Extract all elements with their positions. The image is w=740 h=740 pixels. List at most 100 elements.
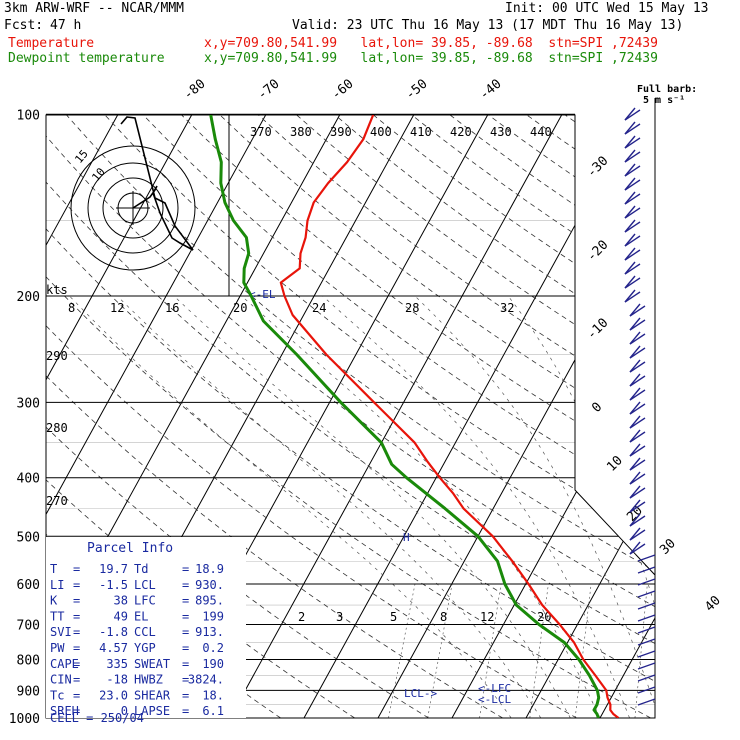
- wind-barb: [624, 123, 641, 135]
- wind-barb: [629, 445, 646, 457]
- dry-adiabat: [334, 115, 655, 718]
- wind-barb: [624, 135, 636, 149]
- parcel-row-eq: =: [73, 625, 80, 639]
- isotherm-line: [451, 115, 655, 718]
- model-title: 3km ARW-WRF -- NCAR/MMM: [4, 1, 185, 16]
- parcel-row-label: SREH: [50, 704, 79, 718]
- dry-adiabat: [46, 115, 577, 718]
- wind-barb: [624, 263, 641, 275]
- isotherm-label: -20: [584, 238, 611, 265]
- parcel-row-value: 18.: [202, 688, 224, 702]
- parcel-row-label: CCL: [134, 625, 156, 639]
- theta-label: 420: [450, 125, 472, 139]
- wind-barb: [629, 387, 641, 401]
- wind-barb: [624, 261, 636, 275]
- isotherm-label: -10: [584, 316, 611, 343]
- parcel-mark: H: [403, 531, 410, 544]
- wind-barb: [629, 417, 646, 429]
- dry-adiabat: [46, 115, 651, 718]
- wind-barb: [629, 305, 646, 317]
- wind-barb: [624, 137, 641, 149]
- parcel-row-label: EL: [134, 609, 148, 623]
- init-time: Init: 00 UTC Wed 15 May 13: [505, 1, 709, 16]
- parcel-row-value: 930.: [195, 578, 224, 592]
- wind-barb: [637, 698, 656, 706]
- wind-barb: [629, 333, 646, 345]
- isotherm-line: [525, 115, 655, 718]
- parcel-row-eq: =: [182, 625, 189, 639]
- wind-barb: [629, 345, 641, 359]
- wind-barb: [624, 151, 641, 163]
- theta-label: 400: [370, 125, 392, 139]
- parcel-row-value: 49: [114, 609, 128, 623]
- wind-barb: [629, 527, 641, 541]
- upper-scale-label: 24: [312, 301, 326, 315]
- mixing-ratio-label: 12: [480, 610, 494, 624]
- wind-barb: [629, 431, 646, 443]
- wind-barb: [629, 415, 641, 429]
- wind-barb: [629, 457, 641, 471]
- wind-barb: [629, 471, 641, 485]
- wind-barb: [629, 373, 641, 387]
- wind-barb: [624, 109, 641, 121]
- wind-barb: [624, 233, 636, 247]
- hodograph-ring-label: 15: [72, 147, 90, 166]
- dry-adiabat: [487, 115, 655, 718]
- theta-label: 430: [490, 125, 512, 139]
- pressure-tick-label: 300: [17, 396, 40, 411]
- wind-barb: [624, 275, 636, 289]
- mixing-ratio-label: 3: [336, 610, 343, 624]
- dry-adiabat: [46, 115, 655, 718]
- wind-barb: [624, 165, 641, 177]
- theta-label: 440: [530, 125, 552, 139]
- parcel-row-value: 4.57: [99, 641, 128, 655]
- parcel-row-value: 335: [106, 657, 128, 671]
- isotherm-label: -40: [477, 76, 505, 103]
- dry-adiabat: [46, 115, 355, 718]
- dry-adiabat: [46, 115, 503, 718]
- el-marker: <-EL: [249, 288, 276, 301]
- upper-scale-label: 12: [110, 301, 124, 315]
- moist-adiabat: [322, 295, 630, 718]
- parcel-row-eq: =: [182, 704, 189, 718]
- wind-barb: [629, 529, 646, 541]
- moist-adiabat: [507, 295, 655, 718]
- isotherm-label: 10: [604, 453, 626, 475]
- wind-barb: [637, 566, 656, 574]
- parcel-row-label: LAPSE: [134, 704, 170, 718]
- pressure-tick-label: 200: [17, 290, 40, 305]
- wind-barb: [624, 249, 641, 261]
- isotherm-label: 30: [657, 536, 679, 558]
- parcel-row-value: 895.: [195, 594, 224, 608]
- wind-barb: [629, 443, 641, 457]
- wind-barb: [624, 235, 641, 247]
- parcel-row-eq: =: [73, 688, 80, 702]
- isotherm-line: [46, 115, 193, 718]
- wind-barb: [624, 205, 636, 219]
- wind-barb: [629, 487, 646, 499]
- wind-barb: [629, 473, 646, 485]
- wind-barb: [629, 515, 646, 527]
- upper-scale-label: 28: [405, 301, 419, 315]
- parcel-row-eq: =: [182, 578, 189, 592]
- mixing-ratio-label: 8: [440, 610, 447, 624]
- isotherm-label: -80: [181, 76, 209, 103]
- pressure-tick-label: 100: [17, 108, 40, 123]
- wind-barb: [629, 401, 641, 415]
- parcel-row-value: 190: [202, 657, 224, 671]
- hodograph-ring: [87, 162, 179, 254]
- parcel-row-value: 0: [121, 704, 128, 718]
- wind-barb: [624, 291, 641, 303]
- isotherm-line: [599, 115, 655, 718]
- isotherm-line: [674, 114, 740, 718]
- parcel-row-label: Td: [134, 562, 148, 576]
- parcel-row-label: T: [50, 562, 57, 576]
- wind-barb: [637, 590, 656, 598]
- wind-barb: [629, 499, 641, 513]
- dry-adiabat: [525, 115, 655, 718]
- dewpoint-legend-label: Dewpoint temperature: [8, 51, 165, 66]
- wind-barb: [629, 347, 646, 359]
- parcel-row-eq: =: [182, 609, 189, 623]
- wind-barb: [624, 221, 641, 233]
- isotherm-label: -60: [329, 76, 357, 103]
